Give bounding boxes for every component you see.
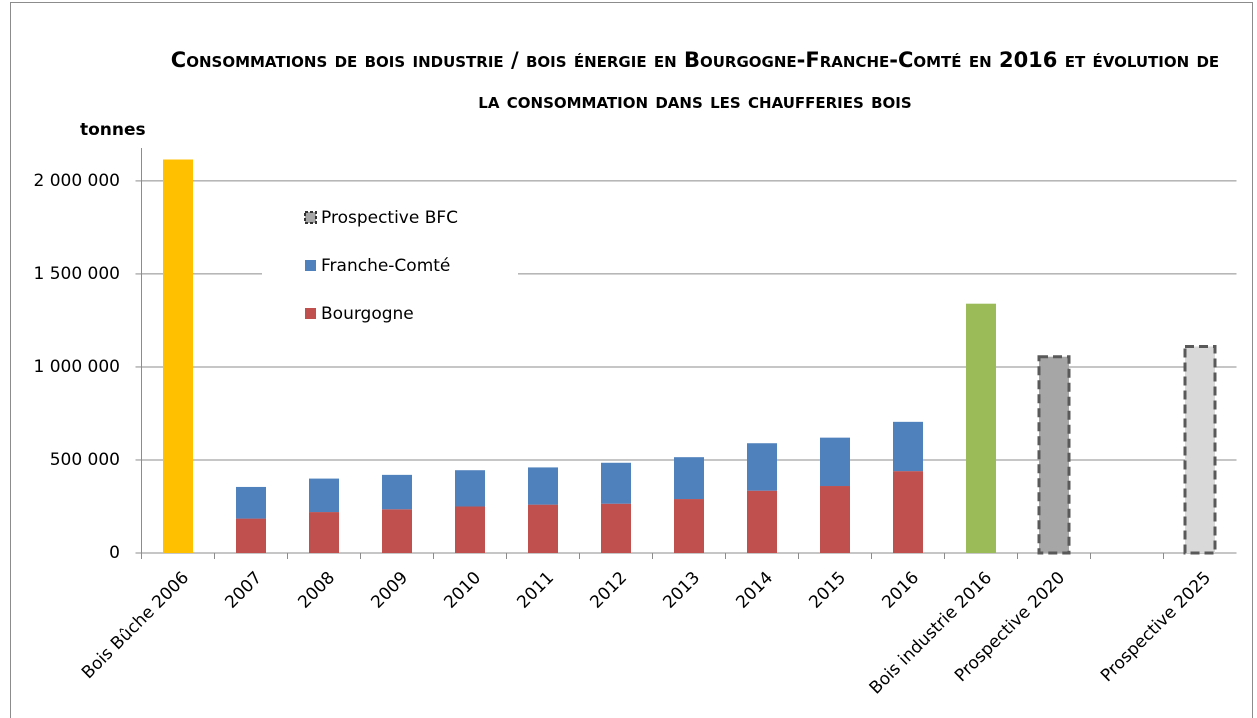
frame: [10, 2, 1253, 718]
legend-swatch: [305, 308, 316, 319]
x-tick-label: 2007: [221, 568, 266, 613]
x-tick-label: 2016: [878, 568, 923, 613]
legend-swatch: [305, 260, 316, 271]
legend-label: Bourgogne: [321, 304, 414, 324]
x-tick-label: 2009: [367, 568, 412, 613]
chart-title: Consommations de bois industrie / bois é…: [170, 48, 1220, 113]
y-tick-label: 1 000 000: [33, 357, 120, 377]
bar: [236, 518, 266, 553]
bar: [1037, 355, 1071, 555]
bar: [820, 437, 850, 487]
x-tick-label: Prospective 2025: [1097, 568, 1215, 686]
bar: [893, 471, 923, 553]
x-tick-label: Bois industrie 2016: [866, 568, 996, 698]
y-tick-label: 0: [109, 543, 120, 563]
bar: [309, 478, 339, 513]
bar: [747, 490, 777, 553]
bar: [601, 462, 631, 504]
bar: [309, 512, 339, 553]
x-tick-label: Bois Bûche 2006: [78, 568, 193, 683]
bar: [163, 159, 193, 553]
bar: [966, 303, 996, 553]
bar: [674, 499, 704, 553]
bar: [455, 506, 485, 553]
y-tick-label: 2 000 000: [33, 171, 120, 191]
bar: [674, 457, 704, 500]
bar: [747, 443, 777, 491]
x-tick-label: 2013: [659, 568, 704, 613]
bar: [382, 474, 412, 510]
bar: [236, 486, 266, 519]
y-axis-label: tonnes: [80, 120, 146, 140]
bar: [528, 467, 558, 505]
x-tick-label: 2012: [586, 568, 631, 613]
x-tick-label: 2011: [513, 568, 558, 613]
bar: [528, 504, 558, 553]
bar: [382, 509, 412, 553]
y-tick-label: 500 000: [50, 450, 120, 470]
x-tick-label: 2010: [440, 568, 485, 613]
bar: [455, 470, 485, 507]
bar: [893, 421, 923, 472]
x-tick-label: 2008: [294, 568, 339, 613]
bar: [601, 503, 631, 553]
legend-swatch: [304, 211, 317, 224]
bar: [820, 486, 850, 553]
x-tick-label: 2015: [805, 568, 850, 613]
bar: [1183, 344, 1217, 555]
legend-label: Prospective BFC: [321, 208, 458, 228]
legend-label: Franche-Comté: [321, 256, 450, 276]
y-tick-label: 1 500 000: [33, 264, 120, 284]
x-tick-label: 2014: [732, 568, 777, 613]
